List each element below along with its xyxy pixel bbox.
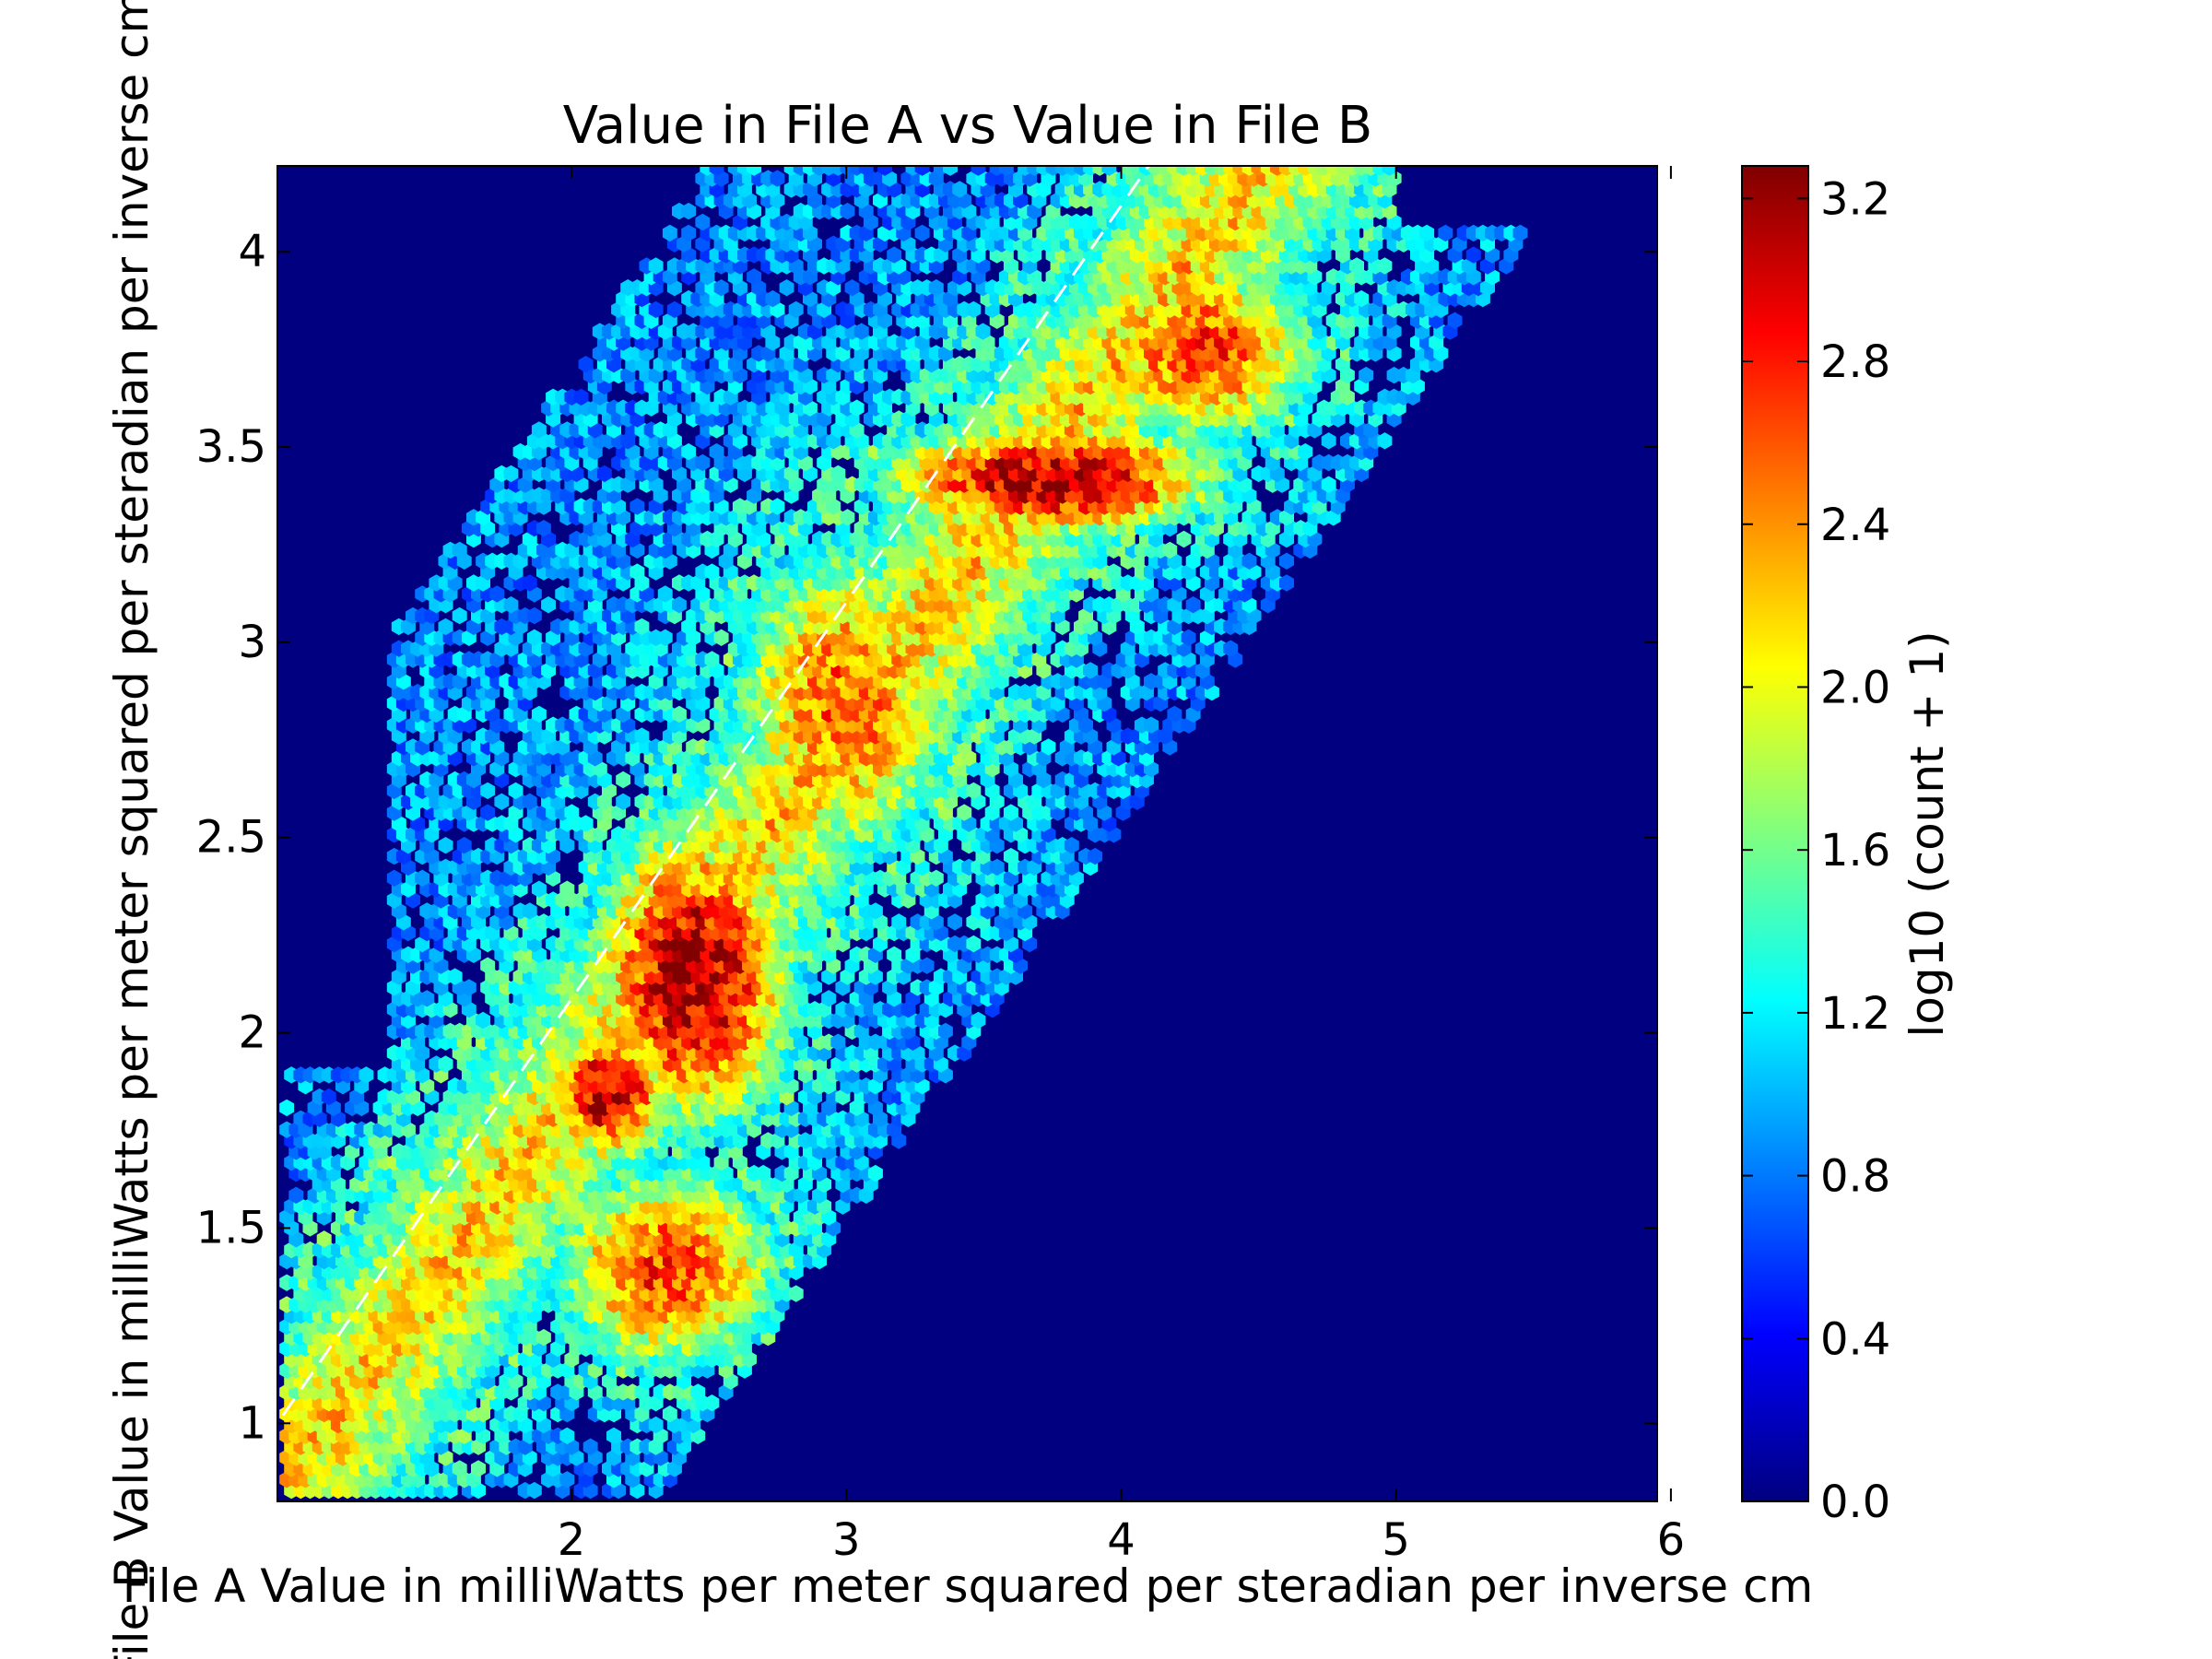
hex-cell — [788, 1285, 804, 1302]
chart-title: Value in File A vs Value in File B — [563, 96, 1373, 156]
hex-cell — [704, 1394, 720, 1412]
hex-cell — [690, 1383, 706, 1401]
hex-cell — [536, 1328, 551, 1347]
hex-cell — [526, 1481, 542, 1500]
hex-cell — [452, 1460, 467, 1477]
hex-cell — [559, 1427, 575, 1444]
hex-cell — [662, 1405, 677, 1423]
hex-cell — [582, 1438, 598, 1455]
hex-cell — [648, 1416, 664, 1434]
hex-cell — [471, 1460, 486, 1477]
hexbin-cells — [279, 166, 1528, 1500]
hex-cell — [316, 1230, 332, 1248]
hex-cell — [559, 1471, 575, 1488]
hex-cell — [606, 1427, 621, 1444]
hex-cell — [288, 1186, 304, 1204]
